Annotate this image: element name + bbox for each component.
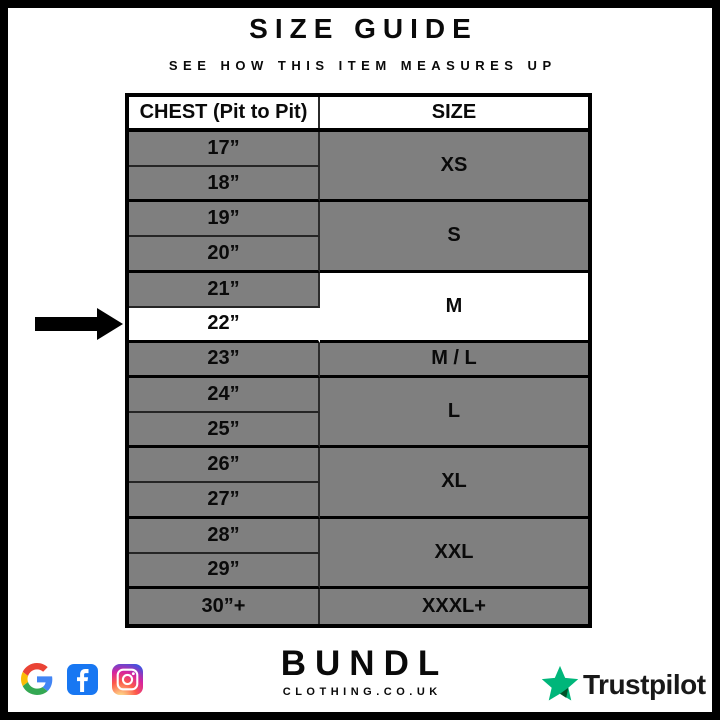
table-body: 17” 18” 19” 20” 21” 22” 23” 24” 25” 26” … <box>129 132 588 624</box>
size-cell: XXL <box>320 518 588 589</box>
arrow-shaft <box>35 317 97 331</box>
size-cell: S <box>320 202 588 273</box>
size-cell: XS <box>320 132 588 203</box>
trustpilot-star-icon <box>541 665 579 701</box>
size-cell: M / L <box>320 342 588 378</box>
chest-cell: 19” <box>129 202 320 238</box>
google-icon <box>21 663 53 695</box>
chest-cell: 29” <box>129 553 320 589</box>
chest-cell: 20” <box>129 237 320 273</box>
size-cell: XL <box>320 448 588 519</box>
size-cell: XXXL+ <box>320 588 588 624</box>
trustpilot-logo: Trustpilot <box>540 665 706 705</box>
chest-cell-highlighted: 22” <box>129 307 320 343</box>
size-guide-table: CHEST (Pit to Pit) SIZE 17” 18” 19” 20” … <box>125 93 592 628</box>
facebook-f-glyph <box>77 668 89 692</box>
chest-cell: 30”+ <box>129 588 320 624</box>
chest-cell: 18” <box>129 167 320 203</box>
chest-cell: 24” <box>129 377 320 414</box>
column-header-size: SIZE <box>320 97 588 128</box>
table-header-row: CHEST (Pit to Pit) SIZE <box>129 97 588 132</box>
page-subtitle: SEE HOW THIS ITEM MEASURES UP <box>168 58 557 73</box>
social-icons <box>21 663 143 695</box>
chest-cell: 21” <box>129 272 320 308</box>
arrow-head <box>97 308 123 340</box>
instagram-camera-glyph <box>116 668 139 690</box>
column-header-chest: CHEST (Pit to Pit) <box>129 97 320 128</box>
size-cell: L <box>320 377 588 449</box>
arrow-right-icon <box>35 308 123 340</box>
chest-cell: 17” <box>129 132 320 168</box>
brand-domain: CLOTHING.CO.UK <box>282 686 442 698</box>
page-title: SIZE GUIDE <box>249 13 478 44</box>
brand-name: BUNDL <box>280 644 449 683</box>
brand-logo: BUNDL CLOTHING.CO.UK <box>0 646 720 698</box>
chest-cell: 23” <box>129 342 320 378</box>
chest-cell: 26” <box>129 448 320 484</box>
trustpilot-label: Trustpilot <box>583 669 706 700</box>
chest-cell: 28” <box>129 518 320 554</box>
size-cell-highlighted: M <box>320 272 588 343</box>
facebook-icon <box>67 663 98 695</box>
instagram-icon <box>112 663 143 695</box>
chest-cell: 27” <box>129 483 320 519</box>
chest-cell: 25” <box>129 413 320 449</box>
